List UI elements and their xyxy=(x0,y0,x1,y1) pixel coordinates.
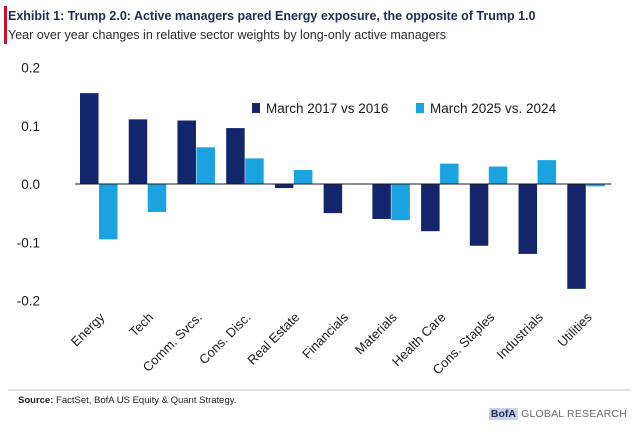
bar-s1-utilities xyxy=(567,184,586,289)
bar-s1-materials xyxy=(372,184,391,219)
bar-s2-energy xyxy=(99,184,118,240)
x-tick-label: Industrials xyxy=(494,309,547,362)
bar-s1-financials xyxy=(323,184,343,214)
bar-s2-industrials xyxy=(537,160,557,184)
x-tick-label: Materials xyxy=(352,309,400,357)
y-tick-label: 0.0 xyxy=(21,177,40,192)
y-tick-label: -0.1 xyxy=(17,235,40,250)
bar-s1-comm-svcs xyxy=(177,120,196,184)
bar-s2-cons-staples xyxy=(488,166,508,184)
y-tick-label: -0.2 xyxy=(17,294,40,309)
bar-s2-real-estate xyxy=(293,170,313,184)
bar-s2-health-care xyxy=(440,163,459,184)
chart-subtitle: Year over year changes in relative secto… xyxy=(8,28,446,42)
bar-s1-health-care xyxy=(421,184,440,232)
y-tick-label: 0.2 xyxy=(21,61,40,76)
x-tick-label: Tech xyxy=(126,310,156,340)
legend-swatch xyxy=(252,103,260,113)
bar-s2-materials xyxy=(391,184,410,221)
bar-s1-energy xyxy=(80,93,99,184)
legend-label: March 2017 vs 2016 xyxy=(266,101,388,116)
x-tick-label: Utilities xyxy=(555,309,596,350)
x-tick-label: Real Estate xyxy=(244,310,302,368)
bar-s2-cons-disc xyxy=(245,158,264,184)
source-note: Source: FactSet, BofA US Equity & Quant … xyxy=(18,395,236,406)
bar-s1-industrials xyxy=(518,184,538,254)
bar-s1-cons-staples xyxy=(469,184,489,246)
bar-s1-real-estate xyxy=(274,184,294,189)
bar-s1-cons-disc xyxy=(226,128,245,184)
bar-s2-tech xyxy=(147,184,167,212)
source-label: Source: xyxy=(18,395,54,406)
x-tick-label: Financials xyxy=(299,309,351,361)
brand-text: GLOBAL RESEARCH xyxy=(517,408,627,420)
chart-title: Exhibit 1: Trump 2.0: Active managers pa… xyxy=(8,9,536,23)
brand-mark: BofA GLOBAL RESEARCH xyxy=(488,408,627,420)
x-tick-label: Energy xyxy=(68,309,108,349)
bar-s1-tech xyxy=(128,119,148,184)
source-text: FactSet, BofA US Equity & Quant Strategy… xyxy=(53,395,237,406)
bar-s2-utilities xyxy=(586,184,605,187)
bar-s2-comm-svcs xyxy=(196,147,215,184)
y-tick-label: 0.1 xyxy=(21,119,40,134)
legend-swatch xyxy=(416,103,424,113)
title-accent-bar xyxy=(4,6,7,44)
brand-logo: BofA xyxy=(488,408,518,420)
legend-label: March 2025 vs. 2024 xyxy=(430,101,557,116)
